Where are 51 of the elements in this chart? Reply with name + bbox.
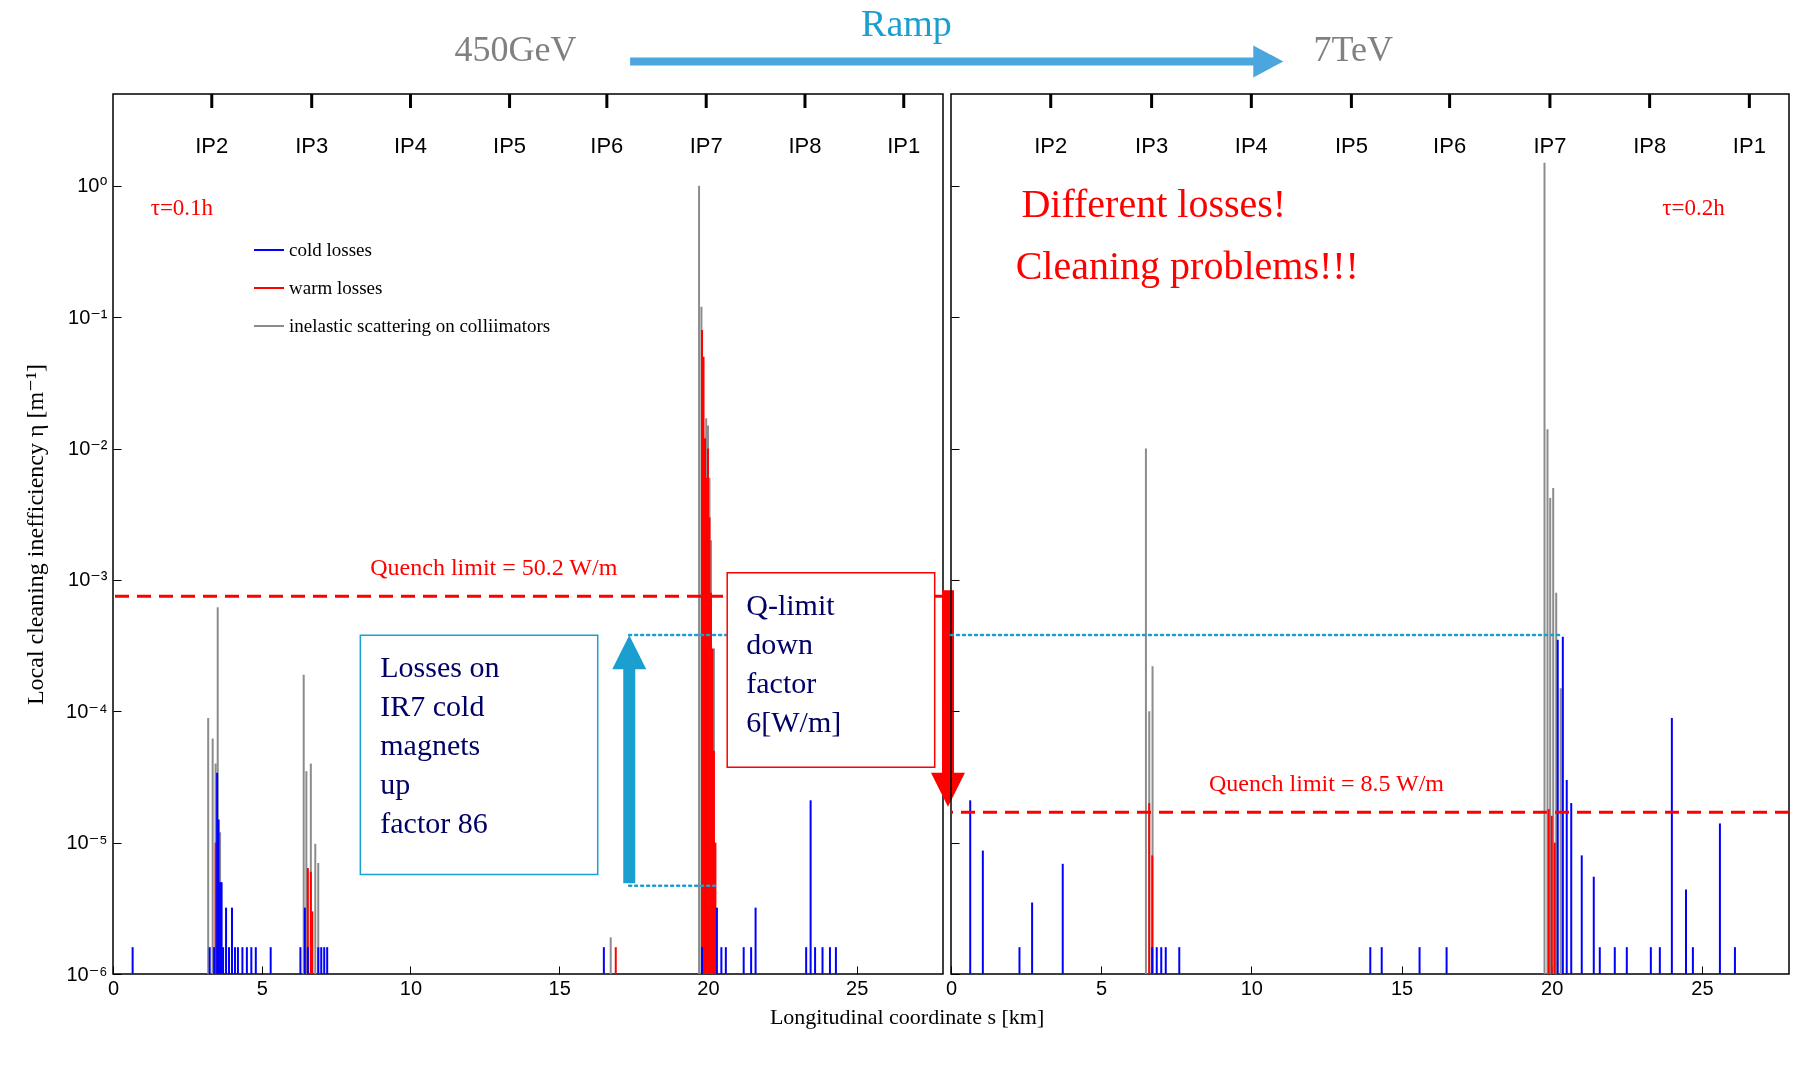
annotation: Different losses!: [1021, 180, 1287, 226]
annotation: IP8: [788, 133, 822, 158]
y-tick-label: 10⁻³: [68, 568, 108, 591]
annotation: IP5: [493, 133, 527, 158]
annotation: Cleaning problems!!!: [1015, 243, 1359, 289]
y-tick-label: 10⁻¹: [68, 305, 108, 328]
annotation: IP8: [1633, 133, 1667, 158]
chart-title: 7TeV: [1313, 29, 1393, 69]
chart-title: 450GeV: [454, 29, 577, 69]
annotation: τ=0.1h: [150, 195, 214, 221]
x-tick-label: 0: [945, 976, 958, 999]
annotation: IP2: [1034, 133, 1068, 158]
legend-label: inelastic scattering on colliimators: [289, 315, 551, 336]
legend-label: warm losses: [289, 277, 383, 298]
x-tick-label: 15: [548, 976, 571, 999]
y-tick-label: 10⁻⁴: [66, 699, 108, 722]
x-tick-label: 10: [1240, 976, 1263, 999]
annotation: IP1: [887, 133, 921, 158]
annotation: IP7: [1533, 133, 1567, 158]
x-tick-label: 20: [1541, 976, 1564, 999]
x-tick-label: 25: [1691, 976, 1714, 999]
text: Ramp: [861, 2, 952, 45]
annotation: Losses on IR7 cold magnets up factor 86: [380, 649, 500, 839]
y-tick-label: 10⁻⁵: [66, 831, 108, 854]
x-tick-label: 25: [846, 976, 869, 999]
y-axis-title: Local cleaning inefficiency η [m⁻¹]: [22, 363, 49, 706]
x-tick-label: 5: [1096, 976, 1108, 999]
x-tick-label: 15: [1390, 976, 1414, 999]
annotation: IP3: [295, 133, 329, 158]
annotation: IP1: [1732, 133, 1766, 158]
x-tick-label: 10: [399, 976, 423, 999]
y-tick-label: 10⁰: [77, 174, 108, 197]
annotation: Q-limit down factor 6[W/m]: [746, 588, 842, 739]
x-tick-label: 5: [256, 976, 268, 999]
annotation: IP4: [393, 133, 427, 158]
x-axis-title: Longitudinal coordinate s [km]: [769, 1003, 1045, 1029]
annotation: IP3: [1135, 133, 1169, 158]
annotation: IP5: [1334, 133, 1368, 158]
x-tick-label: 20: [697, 976, 720, 999]
y-tick-label: 10⁻⁶: [66, 962, 108, 985]
annotation: IP6: [1433, 133, 1467, 158]
y-tick-label: 10⁻²: [68, 437, 108, 460]
x-tick-label: 0: [107, 976, 120, 999]
annotation: Quench limit = 8.5 W/m: [1208, 770, 1445, 797]
annotation: Quench limit = 50.2 W/m: [370, 554, 618, 581]
annotation: τ=0.2h: [1662, 195, 1726, 221]
annotation: IP7: [689, 133, 723, 158]
annotation: IP6: [590, 133, 624, 158]
legend-label: cold losses: [289, 239, 372, 260]
annotation: IP4: [1234, 133, 1268, 158]
annotation: IP2: [195, 133, 229, 158]
